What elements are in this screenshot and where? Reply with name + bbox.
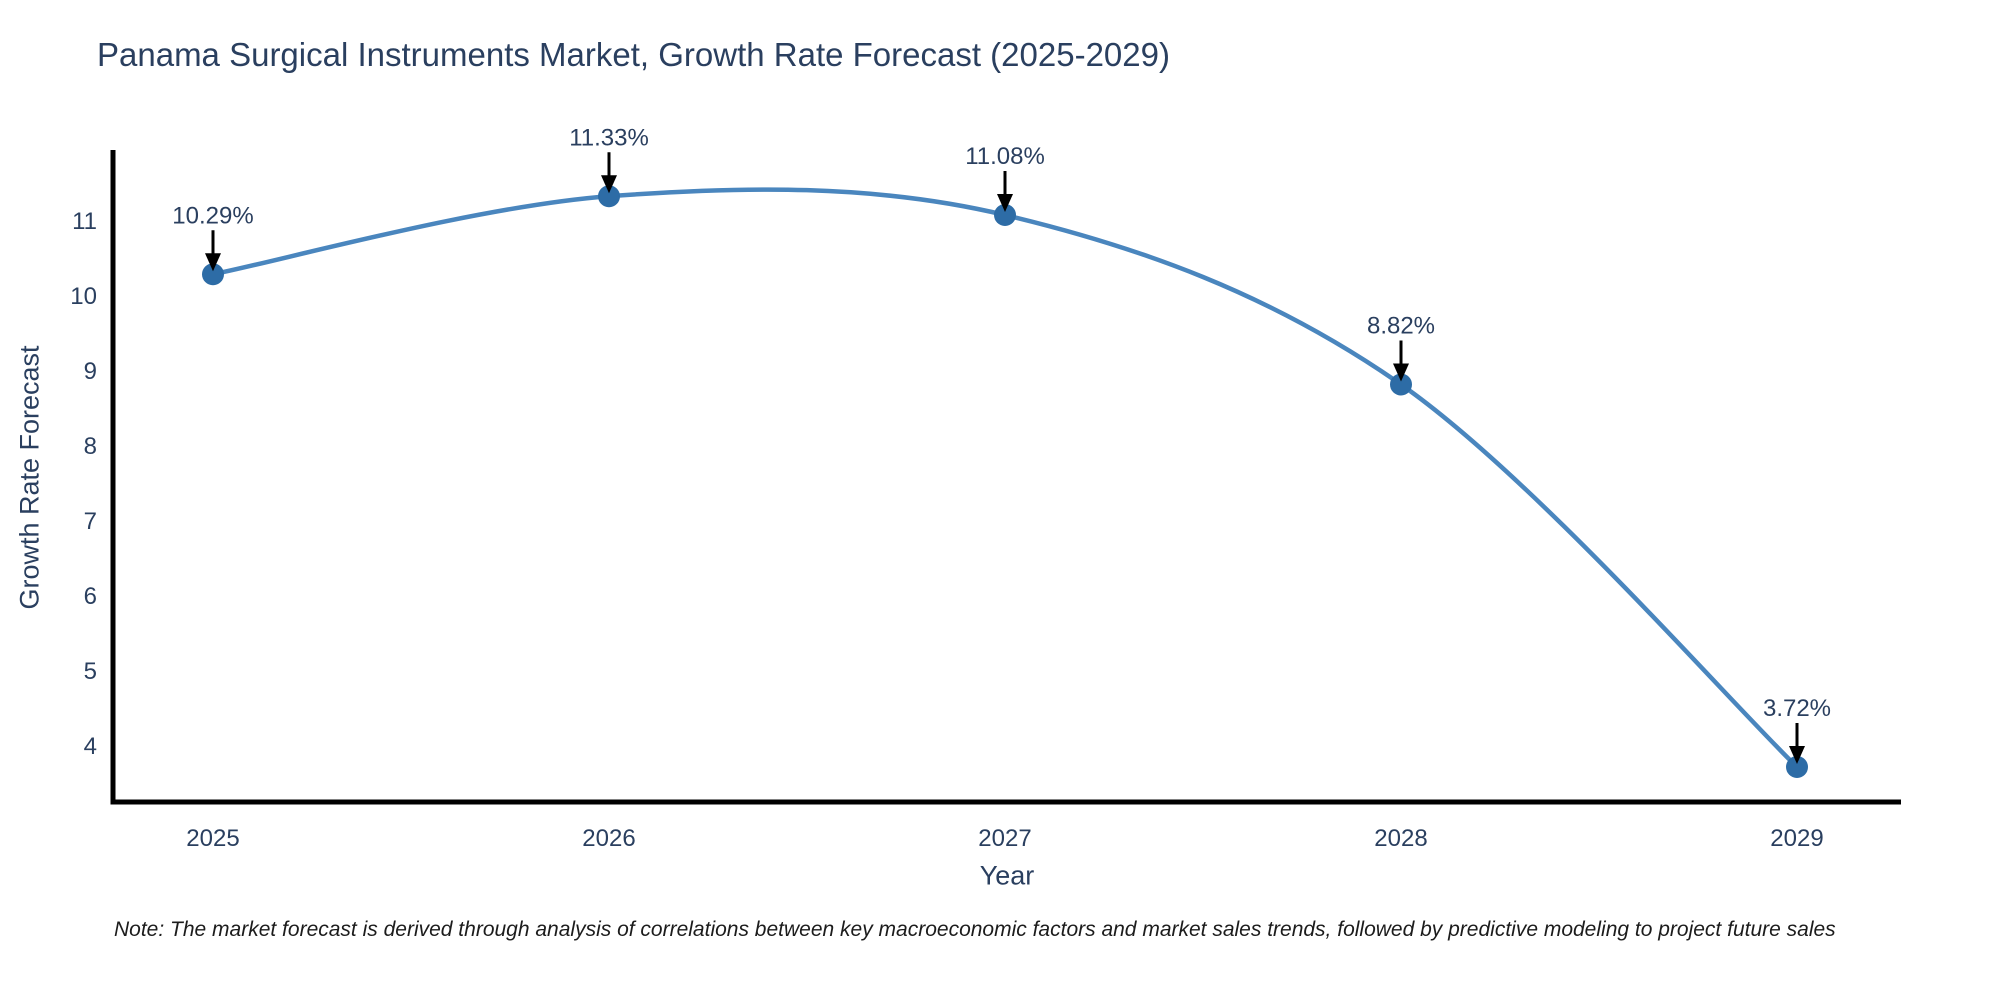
annotation-arrow-head — [1393, 363, 1409, 382]
data-point-label: 8.82% — [1367, 313, 1435, 340]
annotation-arrow-head — [997, 194, 1013, 212]
annotation-arrow-head — [205, 253, 221, 272]
x-tick-label: 2027 — [978, 825, 1031, 852]
y-tick-label: 11 — [72, 208, 97, 235]
x-tick-label: 2029 — [1770, 825, 1823, 852]
y-tick-label: 6 — [84, 583, 97, 610]
y-tick-label: 5 — [84, 658, 97, 685]
x-tick-label: 2028 — [1374, 825, 1427, 852]
x-axis-title: Year — [979, 860, 1035, 891]
y-tick-label: 7 — [84, 508, 97, 535]
forecast-line — [210, 187, 1800, 770]
y-tick-label: 10 — [70, 283, 97, 310]
data-point-marker — [598, 185, 620, 208]
chart-title: Panama Surgical Instruments Market, Grow… — [97, 36, 1170, 73]
footnote-text: Note: The market forecast is derived thr… — [114, 918, 1836, 941]
y-tick-label: 8 — [84, 433, 97, 460]
x-tick-label: 2026 — [582, 825, 635, 852]
annotation-arrow-head — [1789, 746, 1805, 764]
data-point-marker — [1390, 373, 1412, 396]
data-point-label: 3.72% — [1763, 695, 1831, 722]
y-tick-label: 9 — [84, 358, 97, 385]
data-point-marker — [994, 204, 1016, 226]
x-tick-label: 2025 — [186, 825, 239, 852]
annotation-arrow-head — [601, 175, 617, 194]
data-point-label: 10.29% — [172, 202, 253, 229]
y-tick-label: 4 — [84, 733, 97, 760]
data-point-marker — [202, 263, 224, 286]
data-point-label: 11.33% — [569, 124, 649, 151]
data-point-marker — [1786, 756, 1808, 778]
data-point-label: 11.08% — [965, 143, 1045, 170]
